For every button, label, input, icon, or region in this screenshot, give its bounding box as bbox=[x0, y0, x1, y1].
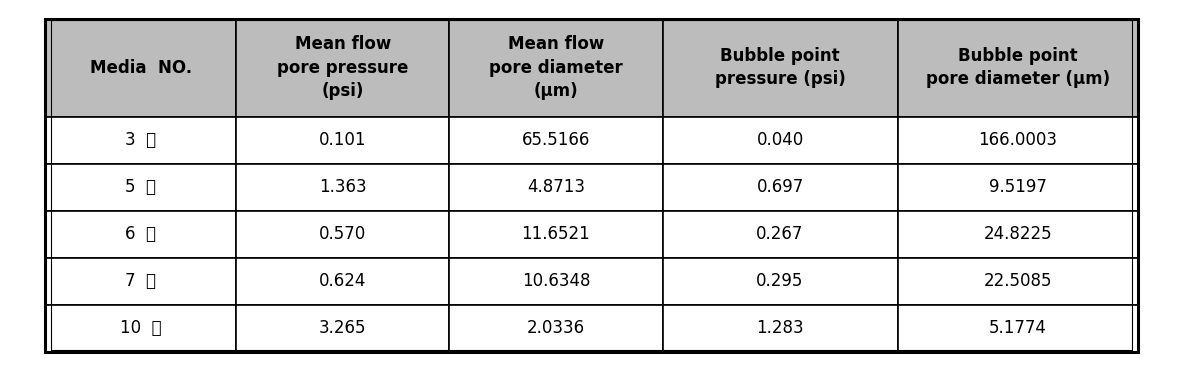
Bar bbox=[662, 305, 898, 352]
Text: 10  번: 10 번 bbox=[119, 319, 161, 337]
Text: 6  번: 6 번 bbox=[125, 225, 156, 243]
Text: 0.101: 0.101 bbox=[319, 131, 367, 149]
Bar bbox=[237, 258, 450, 305]
Bar bbox=[898, 164, 1138, 211]
Bar bbox=[450, 211, 662, 258]
Bar bbox=[45, 305, 237, 352]
Text: 0.267: 0.267 bbox=[756, 225, 803, 243]
Text: 0.040: 0.040 bbox=[756, 131, 803, 149]
Bar bbox=[450, 117, 662, 164]
Bar bbox=[51, 20, 1132, 350]
Bar bbox=[237, 305, 450, 352]
Text: Mean flow
pore diameter
(μm): Mean flow pore diameter (μm) bbox=[489, 35, 623, 100]
Bar bbox=[898, 258, 1138, 305]
Text: 22.5085: 22.5085 bbox=[983, 272, 1052, 290]
Bar bbox=[450, 18, 662, 117]
Text: 4.8713: 4.8713 bbox=[526, 178, 584, 196]
Bar bbox=[45, 18, 1138, 351]
Text: 10.6348: 10.6348 bbox=[522, 272, 590, 290]
Text: Bubble point
pore diameter (μm): Bubble point pore diameter (μm) bbox=[926, 47, 1110, 88]
Bar bbox=[450, 305, 662, 352]
Text: 2.0336: 2.0336 bbox=[526, 319, 586, 337]
Text: 5  번: 5 번 bbox=[125, 178, 156, 196]
Text: 9.5197: 9.5197 bbox=[989, 178, 1047, 196]
Text: Bubble point
pressure (psi): Bubble point pressure (psi) bbox=[715, 47, 846, 88]
Text: 3  번: 3 번 bbox=[125, 131, 156, 149]
Bar bbox=[45, 117, 237, 164]
Text: 65.5166: 65.5166 bbox=[522, 131, 590, 149]
Bar bbox=[898, 211, 1138, 258]
Text: 0.624: 0.624 bbox=[319, 272, 367, 290]
Text: 0.697: 0.697 bbox=[756, 178, 803, 196]
Bar bbox=[898, 117, 1138, 164]
Bar bbox=[662, 117, 898, 164]
Bar bbox=[45, 18, 237, 117]
Text: 0.295: 0.295 bbox=[756, 272, 803, 290]
Bar bbox=[662, 18, 898, 117]
Bar bbox=[237, 211, 450, 258]
Bar bbox=[237, 18, 450, 117]
Bar bbox=[45, 164, 237, 211]
Text: 1.283: 1.283 bbox=[756, 319, 804, 337]
Text: 5.1774: 5.1774 bbox=[989, 319, 1047, 337]
Bar bbox=[898, 305, 1138, 352]
Text: 1.363: 1.363 bbox=[319, 178, 367, 196]
Bar bbox=[45, 258, 237, 305]
Text: 0.570: 0.570 bbox=[319, 225, 367, 243]
Text: 166.0003: 166.0003 bbox=[978, 131, 1058, 149]
Text: Mean flow
pore pressure
(psi): Mean flow pore pressure (psi) bbox=[277, 35, 408, 100]
Text: 11.6521: 11.6521 bbox=[522, 225, 590, 243]
Bar bbox=[662, 164, 898, 211]
Bar bbox=[450, 164, 662, 211]
Text: 3.265: 3.265 bbox=[319, 319, 367, 337]
Bar bbox=[898, 18, 1138, 117]
Bar bbox=[237, 117, 450, 164]
Bar bbox=[237, 164, 450, 211]
Text: Media  NO.: Media NO. bbox=[90, 58, 192, 77]
Bar bbox=[662, 211, 898, 258]
Bar bbox=[662, 258, 898, 305]
Text: 24.8225: 24.8225 bbox=[983, 225, 1052, 243]
Bar bbox=[450, 258, 662, 305]
Bar bbox=[45, 211, 237, 258]
Text: 7  번: 7 번 bbox=[125, 272, 156, 290]
